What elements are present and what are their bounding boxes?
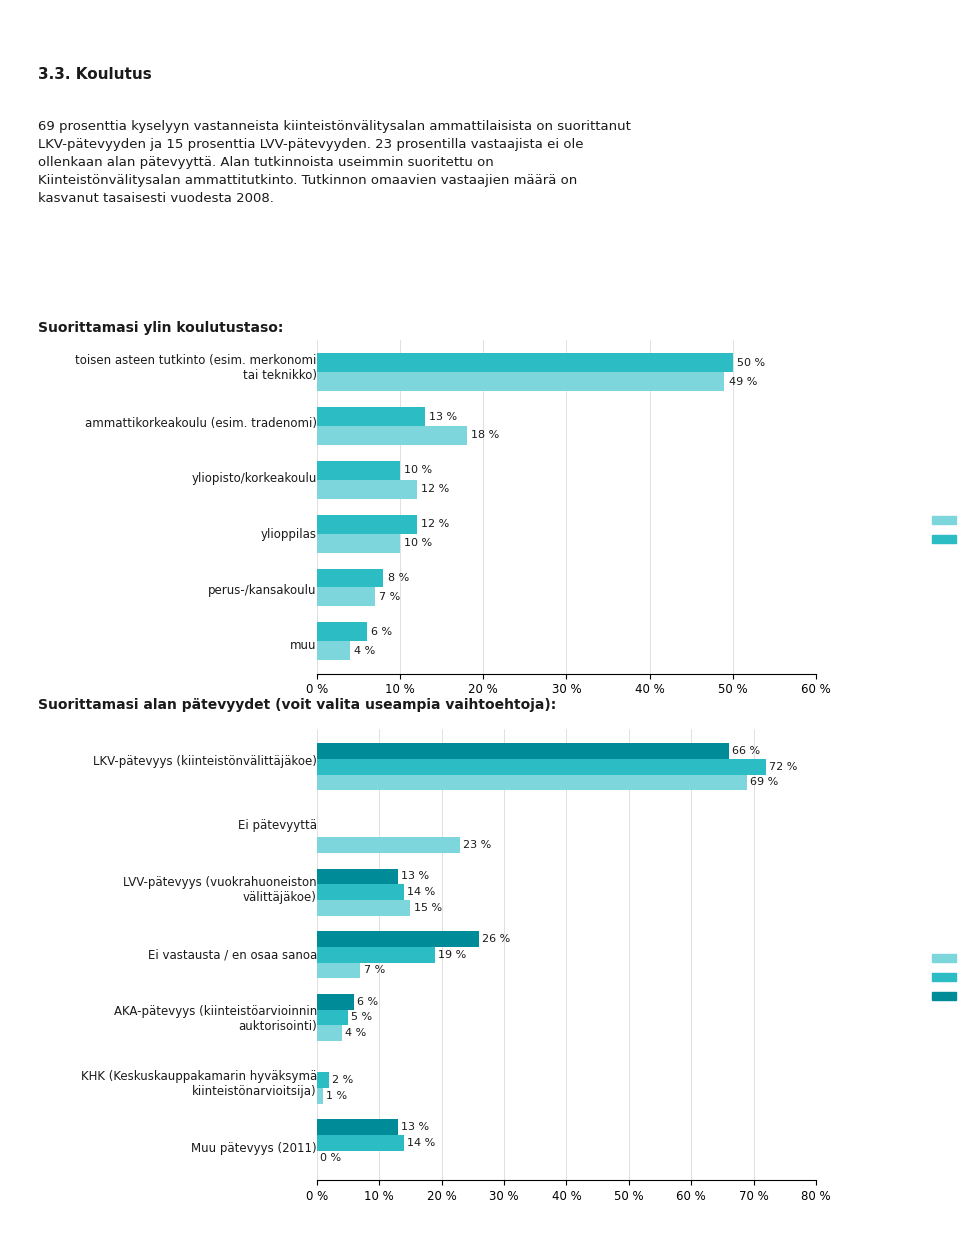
Bar — [317, 994, 354, 1010]
Bar — [317, 1026, 342, 1041]
Text: LVV-pätevyys (vuokrahuoneiston
välittäjäkoe): LVV-pätevyys (vuokrahuoneiston välittäjä… — [123, 876, 317, 905]
Text: KHK (Keskuskauppakamarin hyväksymä
kiinteistönarvioitsija): KHK (Keskuskauppakamarin hyväksymä kiint… — [81, 1069, 317, 1098]
Bar — [317, 515, 417, 534]
Text: 7 %: 7 % — [379, 592, 400, 602]
Text: perus-/kansakoulu: perus-/kansakoulu — [208, 583, 317, 597]
Text: 26 %: 26 % — [482, 934, 511, 944]
Bar — [317, 837, 461, 853]
Text: 8 %: 8 % — [388, 574, 409, 583]
Text: 23 %: 23 % — [464, 840, 492, 850]
Bar — [317, 931, 479, 947]
Text: 10 %: 10 % — [404, 538, 432, 548]
Text: 2 %: 2 % — [332, 1075, 353, 1085]
Text: Suorittamasi alan pätevyydet (voit valita useampia vaihtoehtoja):: Suorittamasi alan pätevyydet (voit valit… — [38, 697, 557, 712]
Text: 50 %: 50 % — [737, 357, 765, 368]
Text: 6 %: 6 % — [357, 996, 378, 1007]
Text: 69 prosenttia kyselyyn vastanneista kiinteistönvälitysalan ammattilaisista on su: 69 prosenttia kyselyyn vastanneista kiin… — [38, 120, 632, 205]
Text: 4 %: 4 % — [354, 645, 375, 656]
Text: ylioppilas: ylioppilas — [261, 528, 317, 541]
Text: 6 %: 6 % — [371, 627, 392, 637]
Bar — [317, 480, 417, 498]
Text: yliopisto/korkeakoulu: yliopisto/korkeakoulu — [191, 472, 317, 486]
Text: 3.3. Koulutus: 3.3. Koulutus — [38, 67, 152, 82]
Bar — [317, 775, 748, 790]
Bar — [317, 407, 425, 426]
Bar — [317, 884, 404, 900]
Bar — [317, 1073, 329, 1088]
Text: 18 %: 18 % — [470, 430, 499, 440]
Bar — [317, 623, 367, 641]
Text: 15 %: 15 % — [414, 902, 442, 913]
Bar — [317, 869, 398, 884]
Text: 69 %: 69 % — [751, 777, 779, 787]
Bar — [317, 353, 732, 372]
Text: Muu pätevyys (2011): Muu pätevyys (2011) — [191, 1142, 317, 1154]
Bar — [317, 1010, 348, 1026]
Text: Ei vastausta / en osaa sanoa: Ei vastausta / en osaa sanoa — [148, 948, 317, 962]
Bar — [317, 534, 400, 552]
Text: ammattikorkeakoulu (esim. tradenomi): ammattikorkeakoulu (esim. tradenomi) — [84, 417, 317, 430]
Text: 5 %: 5 % — [351, 1012, 372, 1022]
Bar — [317, 900, 411, 916]
Text: Ei pätevyyttä: Ei pätevyyttä — [238, 819, 317, 832]
Text: 13 %: 13 % — [429, 412, 457, 421]
Text: 14 %: 14 % — [407, 1138, 436, 1148]
Text: KIINTEISTÖNVÄLITYSALAN AMMATTILAISET 2014: KIINTEISTÖNVÄLITYSALAN AMMATTILAISET 201… — [523, 15, 941, 31]
Text: toisen asteen tutkinto (esim. merkonomi
tai teknikko): toisen asteen tutkinto (esim. merkonomi … — [76, 353, 317, 382]
Text: 13 %: 13 % — [401, 1122, 429, 1132]
Text: 4 %: 4 % — [345, 1028, 366, 1038]
Text: 14 %: 14 % — [407, 887, 436, 897]
Text: 12 %: 12 % — [420, 485, 449, 494]
Bar — [317, 372, 725, 391]
Bar — [317, 569, 383, 587]
Text: 0 %: 0 % — [320, 1153, 341, 1163]
Text: 13 %: 13 % — [401, 871, 429, 881]
Bar — [317, 1135, 404, 1151]
Text: 12 %: 12 % — [420, 519, 449, 529]
Legend: 2014, 2011: 2014, 2011 — [927, 509, 960, 551]
Text: muu: muu — [290, 639, 317, 653]
Bar — [317, 461, 400, 480]
Text: 7 %: 7 % — [364, 965, 385, 975]
Bar — [317, 743, 729, 759]
Bar — [317, 963, 361, 979]
Text: Suorittamasi ylin koulutustaso:: Suorittamasi ylin koulutustaso: — [38, 320, 284, 335]
Bar — [317, 426, 467, 445]
Legend: 2014, 2011, 2008: 2014, 2011, 2008 — [927, 947, 960, 1007]
Bar — [317, 1088, 323, 1104]
Bar — [317, 641, 350, 660]
Text: 10 (40): 10 (40) — [19, 15, 74, 31]
Bar — [317, 1120, 398, 1135]
Text: 66 %: 66 % — [732, 747, 760, 756]
Bar — [317, 947, 436, 963]
Text: 72 %: 72 % — [769, 761, 798, 771]
Bar — [317, 587, 375, 607]
Text: 1 %: 1 % — [326, 1091, 348, 1101]
Text: 19 %: 19 % — [439, 949, 467, 960]
Bar — [317, 759, 766, 775]
Text: 10 %: 10 % — [404, 466, 432, 476]
Text: LKV-pätevyys (kiinteistönvälittäjäkoe): LKV-pätevyys (kiinteistönvälittäjäkoe) — [93, 755, 317, 768]
Text: 49 %: 49 % — [729, 377, 757, 387]
Text: AKA-pätevyys (kiinteistöarvioinnin
auktorisointi): AKA-pätevyys (kiinteistöarvioinnin aukto… — [113, 1005, 317, 1033]
